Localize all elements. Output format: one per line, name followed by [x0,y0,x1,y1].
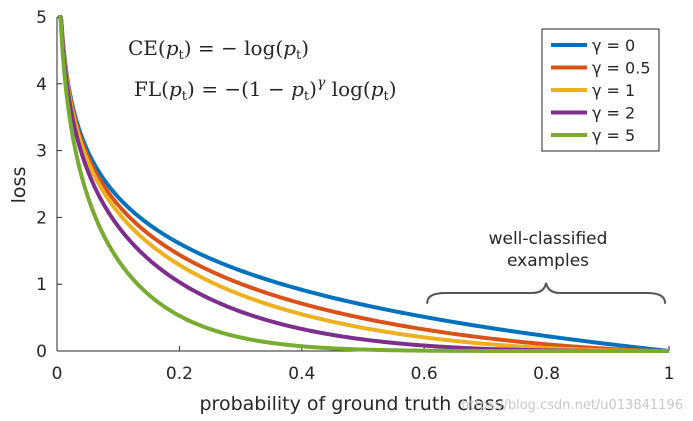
annotation-line1: well-classified [489,229,608,249]
x-tick-label: 0.2 [166,364,193,384]
legend: γ = 0 γ = 0.5 γ = 1 γ = 2 γ = 5 [541,28,660,152]
watermark: https://blog.csdn.net/u013841196 [461,398,683,413]
fl-sub3: t [384,89,390,104]
x-tick-label: 0 [52,364,63,384]
x-tick-label: 0.4 [288,364,315,384]
fl-sub2: t [304,89,310,104]
fl-log: log [332,77,363,101]
ce-p: p [166,36,179,60]
legend-label: γ = 0 [592,36,635,55]
x-tick-label: 1 [664,364,675,384]
legend-label: γ = 5 [592,126,635,145]
ce-p2: p [283,36,296,60]
y-tick-label: 4 [36,75,47,95]
ce-formula: CE(pt) = − log(pt) [128,36,309,63]
y-axis-title: loss [8,167,30,204]
x-axis-title: probability of ground truth class [199,393,504,415]
y-tick-label: 1 [36,275,47,295]
y-tick-labels: 0 1 2 3 4 5 [36,8,47,362]
fl-lhs: FL [134,77,161,101]
annotation-line2: examples [507,251,589,271]
x-tick-label: 0.6 [411,364,438,384]
fl-gamma: γ [317,75,326,91]
series-line-gamma-5 [56,15,669,353]
y-tick-label: 0 [36,342,47,362]
fl-p3: p [371,77,384,101]
curly-brace [426,282,666,304]
fl-formula: FL(pt) = −(1 − pt)γ log(pt) [134,75,397,104]
legend-label: γ = 1 [592,81,635,100]
ce-rhs: − log [221,36,276,60]
legend-label: γ = 2 [592,104,635,123]
well-classified-annotation: well-classified examples [426,229,666,304]
fl-sub: t [182,89,188,104]
x-tick-labels: 0 0.2 0.4 0.6 0.8 1 [52,364,675,384]
x-tick-label: 0.8 [533,364,560,384]
fl-p: p [169,77,182,101]
ce-lhs: CE [128,36,158,60]
y-tick-label: 3 [36,142,47,162]
fl-p2: p [291,77,304,101]
y-tick-label: 2 [36,208,47,228]
legend-label: γ = 0.5 [592,59,651,78]
series-lines [56,15,670,353]
ce-sub2: t [296,48,302,63]
ce-sub: t [179,48,185,63]
series-line-gamma-1 [56,15,669,353]
fl-rhs: −(1 − [224,77,291,101]
y-tick-label: 5 [36,8,47,28]
